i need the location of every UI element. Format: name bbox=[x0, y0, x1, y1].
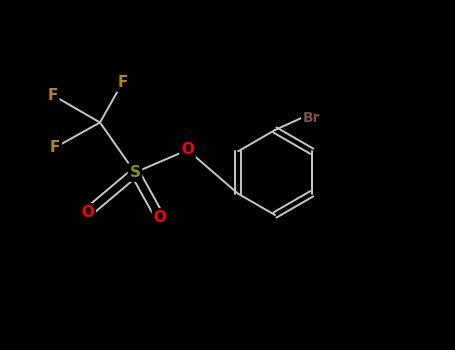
Text: O: O bbox=[153, 210, 167, 225]
Text: S: S bbox=[130, 165, 141, 180]
Text: O: O bbox=[81, 205, 94, 220]
Text: O: O bbox=[181, 142, 194, 158]
Text: F: F bbox=[50, 140, 60, 155]
Text: F: F bbox=[47, 88, 58, 103]
Text: F: F bbox=[117, 75, 128, 90]
Text: Br: Br bbox=[303, 111, 320, 125]
